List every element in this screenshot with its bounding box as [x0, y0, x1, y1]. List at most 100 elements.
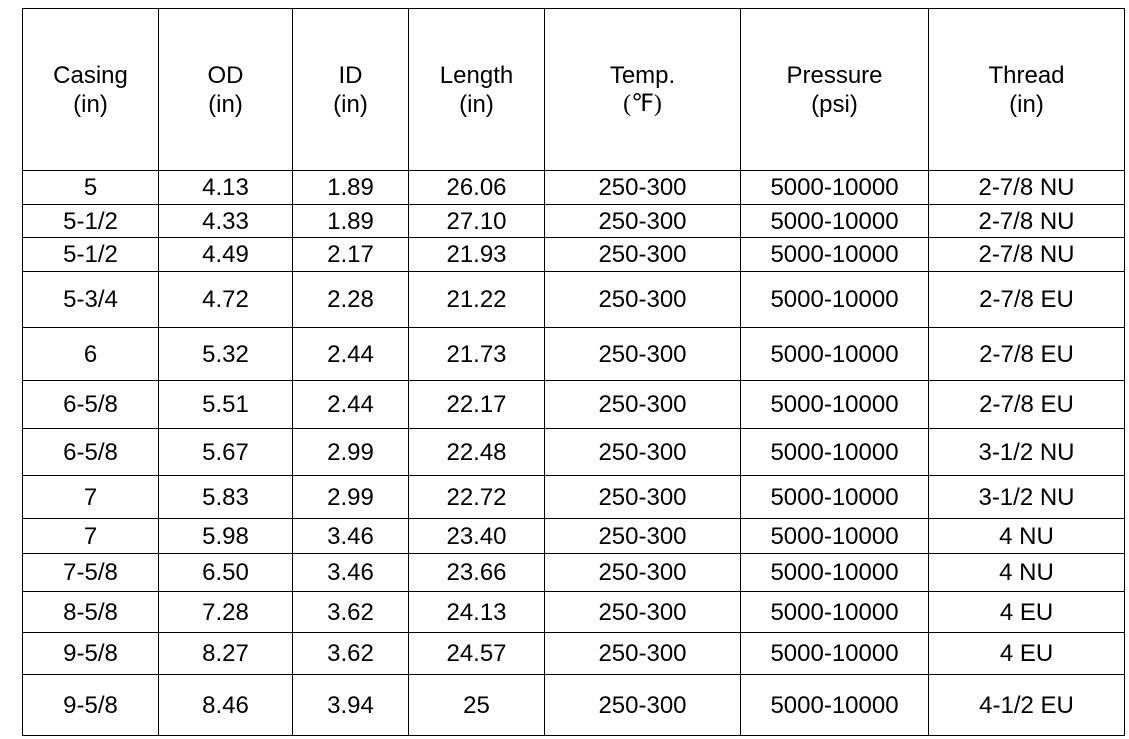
data-table: Casing (in) OD (in) ID (in) Length (in) Temp. (℉)…	[22, 8, 1125, 736]
table-cell: 27.10	[408, 204, 545, 238]
table-cell: 5000-10000	[740, 553, 929, 592]
table-cell: 7	[22, 475, 159, 519]
table-cell: 250-300	[544, 674, 741, 736]
table-cell: 5000-10000	[740, 271, 929, 328]
table-cell: 4.13	[158, 170, 293, 205]
table-cell: 250-300	[544, 632, 741, 675]
header-label: Pressure	[786, 61, 883, 89]
table-cell: 5-1/2	[22, 237, 159, 272]
table-cell: 250-300	[544, 553, 741, 592]
table-cell: 2.44	[292, 380, 409, 429]
table-cell: 7	[22, 518, 159, 554]
table-cell: 3.62	[292, 632, 409, 675]
table-cell: 8.27	[158, 632, 293, 675]
table-cell: 250-300	[544, 271, 741, 328]
table-cell: 8.46	[158, 674, 293, 736]
table-cell: 5000-10000	[740, 632, 929, 675]
table-cell: 23.40	[408, 518, 545, 554]
table-cell: 7.28	[158, 591, 293, 633]
table-cell: 4-1/2 EU	[928, 674, 1125, 736]
table-cell: 6-5/8	[22, 428, 159, 476]
table-cell: 2-7/8 NU	[928, 170, 1125, 205]
table-cell: 4.72	[158, 271, 293, 328]
table-cell: 6.50	[158, 553, 293, 592]
table-row: 6-5/8 5.51 2.44 22.17 250-300 5000-10000 2-7/8…	[22, 380, 1125, 429]
header-unit: (in)	[208, 90, 243, 118]
table-cell: 2.99	[292, 475, 409, 519]
table-row: 5-3/4 4.72 2.28 21.22 250-300 5000-10000 2-7/8…	[22, 271, 1125, 328]
table-cell: 5000-10000	[740, 327, 929, 381]
table-cell: 4 EU	[928, 591, 1125, 633]
table-cell: 25	[408, 674, 545, 736]
table-cell: 24.57	[408, 632, 545, 675]
header-cell: OD (in)	[158, 8, 293, 171]
table-cell: 2-7/8 EU	[928, 380, 1125, 429]
table-cell: 5000-10000	[740, 674, 929, 736]
table-cell: 250-300	[544, 380, 741, 429]
table-cell: 9-5/8	[22, 632, 159, 675]
table-cell: 1.89	[292, 170, 409, 205]
table-cell: 3.62	[292, 591, 409, 633]
table-cell: 5.32	[158, 327, 293, 381]
header-row: Casing (in) OD (in) ID (in) Length (in) Temp. (℉)…	[22, 8, 1125, 171]
table-cell: 23.66	[408, 553, 545, 592]
table-cell: 250-300	[544, 170, 741, 205]
table-cell: 250-300	[544, 204, 741, 238]
table-cell: 5000-10000	[740, 518, 929, 554]
table-cell: 3.46	[292, 518, 409, 554]
table-row: 9-5/8 8.27 3.62 24.57 250-300 5000-10000 4 EU	[22, 632, 1125, 675]
table-cell: 5.98	[158, 518, 293, 554]
table-row: 5-1/2 4.33 1.89 27.10 250-300 5000-10000 2-7/8…	[22, 204, 1125, 238]
table-cell: 250-300	[544, 237, 741, 272]
table-row: 7-5/8 6.50 3.46 23.66 250-300 5000-10000 4 NU	[22, 553, 1125, 592]
header-unit: (in)	[459, 90, 494, 118]
table-cell: 5000-10000	[740, 591, 929, 633]
header-cell: Length (in)	[408, 8, 545, 171]
table-cell: 2-7/8 EU	[928, 271, 1125, 328]
header-label: Thread	[988, 61, 1065, 89]
table-row: 5-1/2 4.49 2.17 21.93 250-300 5000-10000 2-7/8…	[22, 237, 1125, 272]
table-row: 8-5/8 7.28 3.62 24.13 250-300 5000-10000 4 EU	[22, 591, 1125, 633]
table-cell: 22.72	[408, 475, 545, 519]
table-cell: 7-5/8	[22, 553, 159, 592]
table-cell: 26.06	[408, 170, 545, 205]
header-cell: Casing (in)	[22, 8, 159, 171]
table-cell: 4.49	[158, 237, 293, 272]
table-cell: 8-5/8	[22, 591, 159, 633]
header-unit: (in)	[333, 90, 368, 118]
table-cell: 5.51	[158, 380, 293, 429]
header-label: OD	[207, 61, 244, 89]
header-unit: (psi)	[811, 90, 858, 118]
table-cell: 2-7/8 EU	[928, 327, 1125, 381]
header-label: Length	[439, 61, 514, 89]
table-cell: 21.22	[408, 271, 545, 328]
table-cell: 4.33	[158, 204, 293, 238]
header-unit: (in)	[1009, 90, 1044, 118]
table-cell: 4 EU	[928, 632, 1125, 675]
table-cell: 5000-10000	[740, 237, 929, 272]
table-cell: 5000-10000	[740, 204, 929, 238]
header-label: ID	[338, 61, 363, 89]
table-cell: 5000-10000	[740, 170, 929, 205]
table-row: 6 5.32 2.44 21.73 250-300 5000-10000 2-7/8 EU	[22, 327, 1125, 381]
table-cell: 5000-10000	[740, 428, 929, 476]
table-cell: 5.83	[158, 475, 293, 519]
table-cell: 5	[22, 170, 159, 205]
header-label: Casing	[53, 61, 128, 89]
table-cell: 24.13	[408, 591, 545, 633]
table-cell: 6-5/8	[22, 380, 159, 429]
table-row: 9-5/8 8.46 3.94 25 250-300 5000-10000 4-1/2 EU	[22, 674, 1125, 736]
header-cell: Temp. (℉)	[544, 8, 741, 171]
table-cell: 3-1/2 NU	[928, 475, 1125, 519]
table-cell: 2.28	[292, 271, 409, 328]
table-row: 6-5/8 5.67 2.99 22.48 250-300 5000-10000 3-1/2…	[22, 428, 1125, 476]
table-cell: 250-300	[544, 518, 741, 554]
header-cell: ID (in)	[292, 8, 409, 171]
header-unit: (in)	[73, 90, 108, 118]
table-cell: 3-1/2 NU	[928, 428, 1125, 476]
table-cell: 2.17	[292, 237, 409, 272]
table-cell: 250-300	[544, 591, 741, 633]
table-cell: 250-300	[544, 327, 741, 381]
table-cell: 22.17	[408, 380, 545, 429]
